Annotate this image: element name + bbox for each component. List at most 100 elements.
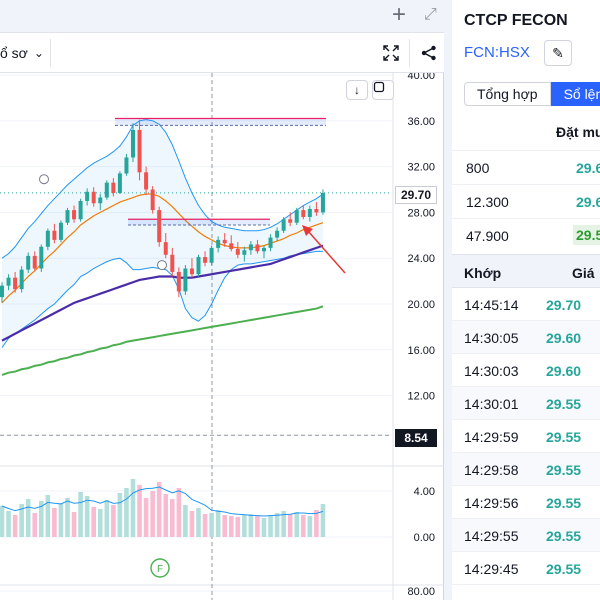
price-chart[interactable]: 40.00 36.00 32.00 28.00 24.00 20.00 16.00 12.00… [0, 73, 444, 600]
financial-event-label: F [157, 564, 163, 575]
layout-selector[interactable]: ổ sơ ⌄ [0, 39, 51, 67]
price-axis-tick: 28.00 [407, 207, 435, 219]
volume-bar [294, 512, 300, 537]
financial-event-marker [150, 558, 170, 578]
volume-bar [196, 508, 201, 537]
volume-bar [202, 514, 208, 537]
candle-body [32, 255, 37, 269]
candle-body [320, 192, 325, 213]
match-price: 29.70 [546, 297, 582, 313]
match-time: 14:30:05 [464, 330, 519, 346]
candle-body [26, 255, 31, 270]
layout-selector-label: ổ sơ [0, 45, 28, 61]
volume-bar [320, 504, 326, 537]
match-price: 29.55 [546, 429, 582, 445]
volume-bar [58, 503, 64, 537]
candle-body [39, 246, 44, 269]
volume-bar [183, 505, 188, 537]
match-price: 29.55 [546, 495, 582, 511]
price-axis-tick: 32.00 [407, 162, 435, 174]
maximize-icon[interactable] [372, 80, 394, 100]
pencil-icon[interactable]: ✎ [544, 40, 572, 66]
match-price: 29.55 [546, 396, 582, 412]
volume-bar [104, 500, 110, 537]
volume-bar [130, 479, 136, 537]
volume-bar [143, 498, 149, 537]
candle-body [124, 157, 129, 174]
orderbook-volume: 800 [466, 160, 490, 176]
resistance-zone [115, 118, 326, 126]
chart-area[interactable]: 40.00 36.00 32.00 28.00 24.00 20.00 16.00 12.00… [0, 73, 444, 600]
volume-ma-line [1, 486, 324, 517]
ma-mid-line [1, 244, 324, 342]
candle-body [6, 277, 11, 286]
bollinger-upper-line [1, 119, 324, 259]
candle-body [157, 210, 162, 243]
resistance-zone [128, 219, 270, 225]
tab-orderbook[interactable]: Sổ lệnh [550, 82, 600, 106]
match-row: 14:29:59 29.55 [452, 420, 600, 453]
candle-body [275, 230, 280, 238]
candle-body [0, 285, 4, 298]
candle-body [196, 257, 201, 275]
window-topbar: + ⤢ [0, 0, 444, 33]
volume-bar [117, 493, 123, 537]
volume-bar [111, 505, 116, 537]
candle-body [229, 243, 234, 250]
matches-price-header: Giá [572, 265, 595, 281]
candle-body [13, 277, 18, 290]
panel-divider[interactable] [444, 0, 452, 600]
match-time: 14:30:01 [464, 396, 519, 412]
candle-body [150, 189, 155, 211]
candle-body [314, 208, 319, 213]
download-arrow-icon[interactable]: ↓ [346, 80, 368, 100]
volume-bar [242, 515, 247, 537]
fullscreen-icon[interactable] [378, 41, 404, 65]
candle-body [65, 210, 70, 223]
volume-bar [6, 511, 11, 537]
candle-body [104, 182, 109, 198]
tab-summary[interactable]: Tổng hợp [464, 82, 551, 106]
share-icon[interactable] [416, 41, 442, 65]
current-price-label: 29.70 [395, 186, 437, 204]
volume-bar [0, 506, 5, 537]
toolbar-divider [409, 39, 410, 67]
volume-bar [45, 495, 51, 537]
orderbook-price: 29.55 [573, 225, 600, 245]
volume-bar [71, 512, 77, 537]
match-time: 14:29:45 [464, 561, 519, 577]
volume-bar [170, 499, 175, 537]
expand-icon[interactable]: ⤢ [424, 6, 437, 23]
symbol-code[interactable]: FCN:HSX [464, 44, 530, 61]
match-row: 14:30:01 29.55 [452, 387, 600, 420]
plus-icon[interactable]: + [392, 1, 407, 28]
volume-bar [274, 513, 280, 537]
price-axis-tick: 80.00 [407, 586, 435, 598]
volume-bar [150, 491, 155, 537]
volume-bar [281, 511, 286, 537]
volume-bar [287, 514, 293, 537]
volume-bar [189, 511, 195, 537]
candle-body [45, 230, 50, 247]
match-row: 14:29:55 29.55 [452, 519, 600, 552]
match-row: 14:29:45 29.55 [452, 552, 600, 585]
price-axis-tick: 16.00 [407, 345, 435, 357]
volume-bar [91, 507, 96, 537]
panel-tabs: Tổng hợp Sổ lệnh [464, 82, 600, 106]
match-row: 14:29:56 29.55 [452, 486, 600, 519]
event-marker [39, 174, 49, 185]
ma-slow-line [1, 305, 324, 376]
orderbook-row: 12.300 29.60 [452, 184, 600, 218]
match-time: 14:29:58 [464, 462, 519, 478]
match-row: 14:45:14 29.70 [452, 288, 600, 321]
candle-body [137, 129, 142, 173]
volume-bar [39, 501, 44, 537]
volume-bar [12, 515, 18, 537]
candle-body [242, 250, 247, 255]
volume-bar [137, 485, 142, 537]
volume-bar [163, 494, 169, 537]
candle-body [58, 222, 63, 240]
match-time: 14:29:56 [464, 495, 519, 511]
orderbook-volume: 47.900 [466, 228, 509, 244]
